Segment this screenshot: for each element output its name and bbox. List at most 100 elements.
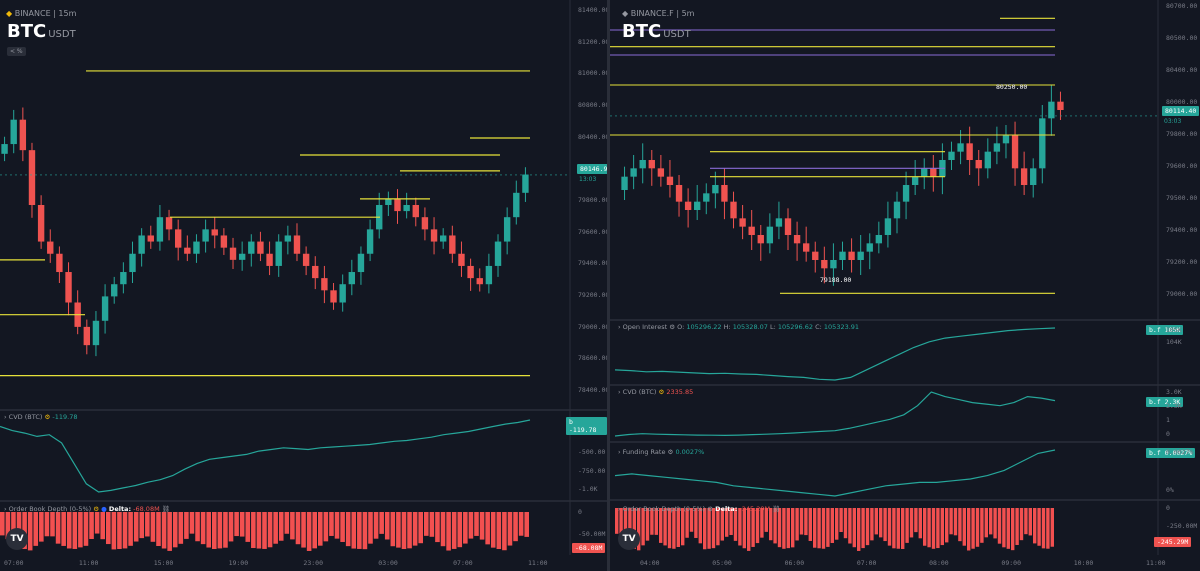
- right-depth-bar: [615, 508, 619, 534]
- left-depth-bar: [106, 512, 111, 545]
- left-chart-canvas[interactable]: [0, 0, 607, 571]
- link-icon[interactable]: ⛓: [161, 505, 171, 513]
- right-depth-bar: [852, 508, 856, 548]
- left-chart-panel[interactable]: ◆ BINANCE | 15m BTC USDT < % 81400.00 8120…: [0, 0, 615, 571]
- settings-icon[interactable]: ⚙: [669, 323, 676, 331]
- right-depth-bar: [848, 508, 852, 544]
- left-depth-bar: [379, 512, 384, 534]
- right-depth-bar: [813, 508, 817, 548]
- right-depth-bar: [729, 508, 733, 535]
- right-oi-tick: 105K: [1166, 326, 1182, 334]
- right-depth-bar: [997, 508, 1002, 544]
- settings-icon[interactable]: ⚙: [44, 413, 51, 421]
- right-exchange-name: BINANCE.F: [630, 9, 674, 18]
- left-candle-body: [37, 205, 45, 242]
- right-depth-bar: [738, 508, 742, 546]
- left-depth-bar: [435, 512, 440, 543]
- left-interval[interactable]: 15m: [58, 9, 77, 18]
- info-icon[interactable]: ●: [101, 505, 107, 513]
- right-depth-bar: [1050, 508, 1054, 547]
- right-time-tick: 09:00: [1001, 559, 1021, 567]
- left-depth-bar: [83, 512, 89, 546]
- left-depth-bar: [245, 512, 251, 542]
- right-candle-body: [802, 243, 810, 252]
- left-candle-body: [211, 229, 218, 236]
- left-candle-body: [165, 217, 173, 230]
- right-candle-countdown: 03:03: [1164, 118, 1182, 125]
- right-obd-tag: -245.29M: [1154, 537, 1192, 547]
- right-candle-body: [1048, 101, 1055, 119]
- left-candle-body: [439, 235, 447, 242]
- right-candle-body: [684, 201, 692, 210]
- settings-icon[interactable]: ⚙: [707, 505, 714, 513]
- tradingview-logo-icon[interactable]: TV: [6, 528, 28, 550]
- right-depth-bar: [1028, 508, 1032, 536]
- right-depth-bar: [927, 508, 931, 548]
- right-oi-tag-value: 105K: [1164, 326, 1181, 334]
- left-depth-bar: [239, 512, 245, 537]
- left-candle-body: [513, 192, 520, 218]
- left-depth-bar: [502, 512, 507, 551]
- settings-icon[interactable]: ⚙: [667, 448, 674, 456]
- right-fr-legend: › Funding Rate ⚙ 0.0027%: [618, 448, 705, 456]
- right-depth-bar: [619, 508, 623, 538]
- left-depth-bar: [0, 512, 5, 536]
- link-icon[interactable]: ⛓: [772, 505, 781, 513]
- settings-icon[interactable]: ⚙: [93, 505, 100, 513]
- right-oi-high: 105328.07: [732, 323, 768, 331]
- left-depth-bar: [94, 512, 100, 534]
- right-depth-bar: [641, 508, 645, 546]
- right-depth-bar: [628, 508, 632, 548]
- left-price-tick: 81000.00: [578, 69, 610, 78]
- right-candle-body: [1030, 168, 1037, 185]
- right-depth-bar: [918, 508, 922, 539]
- right-candle-body: [784, 218, 792, 235]
- right-depth-bar: [1037, 508, 1041, 546]
- right-depth-bar: [830, 508, 834, 543]
- right-time-tick: 04:00: [640, 559, 660, 567]
- left-candle-body: [129, 253, 136, 273]
- left-exchange-header: ◆ BINANCE | 15m: [6, 9, 77, 18]
- right-chart-panel[interactable]: ◆ BINANCE.F | 5m BTC USDT 80700.00 80500.0…: [610, 0, 1200, 571]
- right-depth-bar: [914, 508, 918, 533]
- right-depth-bar: [975, 508, 980, 547]
- left-depth-bar: [267, 512, 273, 548]
- right-interval[interactable]: 5m: [681, 9, 695, 18]
- left-candle-body: [357, 253, 365, 273]
- right-depth-bar: [821, 508, 826, 549]
- right-depth-bar: [953, 508, 958, 536]
- right-candle-body: [766, 226, 774, 244]
- left-depth-bar: [39, 512, 44, 542]
- left-price-tick: 80400.00: [578, 132, 610, 141]
- left-candle-body: [83, 326, 91, 346]
- right-time-tick: 08:00: [929, 559, 949, 567]
- left-depth-bar: [251, 512, 256, 549]
- panel-divider[interactable]: [607, 0, 610, 571]
- left-obd-tick: 0: [578, 508, 582, 516]
- left-candle-body: [238, 253, 246, 260]
- left-depth-bar: [329, 512, 334, 536]
- right-depth-bar: [835, 508, 839, 540]
- right-chart-canvas[interactable]: [610, 0, 1200, 571]
- right-candle-body: [739, 218, 746, 227]
- left-depth-bar: [284, 512, 290, 534]
- right-candle-body: [984, 151, 991, 169]
- tradingview-logo-icon[interactable]: TV: [618, 528, 640, 550]
- settings-icon[interactable]: ⚙: [658, 388, 665, 396]
- left-depth-bar: [72, 512, 78, 549]
- right-oi-close: 105323.91: [823, 323, 860, 331]
- left-time-tick: 07:00: [4, 559, 24, 567]
- left-scale-badge[interactable]: < %: [7, 47, 26, 56]
- right-depth-bar: [703, 508, 707, 550]
- right-depth-bar: [870, 508, 874, 541]
- left-depth-bar: [133, 512, 139, 542]
- left-depth-bar: [306, 512, 312, 551]
- left-candle-body: [229, 247, 237, 260]
- left-time-tick: 15:00: [153, 559, 174, 567]
- left-depth-bar: [256, 512, 262, 549]
- left-time-tick: 23:00: [303, 559, 323, 567]
- right-depth-bar: [676, 508, 680, 548]
- right-depth-bar: [1019, 508, 1024, 541]
- left-exchange-name: BINANCE: [14, 9, 51, 18]
- right-depth-bar: [901, 508, 905, 549]
